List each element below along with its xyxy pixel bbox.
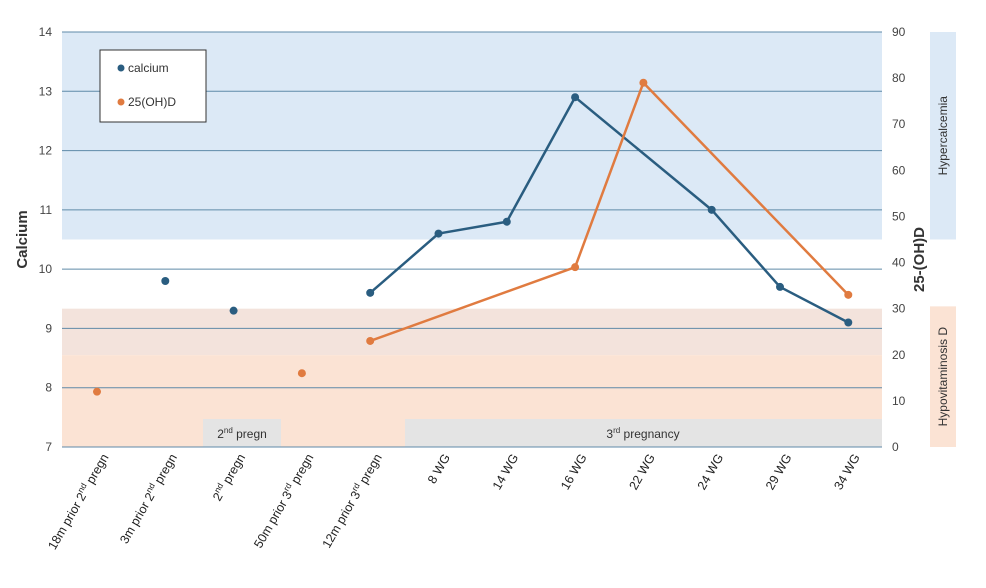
y-right-tick: 60 xyxy=(892,163,906,177)
y-right-tick: 90 xyxy=(892,25,906,39)
y-right-tick: 30 xyxy=(892,302,906,316)
legend xyxy=(99,49,207,123)
y-right-tick: 0 xyxy=(892,440,899,454)
series-point-0 xyxy=(844,318,853,327)
overlap-band xyxy=(62,308,882,356)
legend-marker xyxy=(117,64,125,72)
series-point-1 xyxy=(297,369,306,378)
y-left-tick: 8 xyxy=(45,381,52,395)
series-point-0 xyxy=(366,288,375,297)
x-tick-label: 12m prior 3rd pregn xyxy=(318,450,385,550)
series-point-0 xyxy=(776,282,784,291)
legend-entry: 25(OH)D xyxy=(128,95,176,109)
y-right-tick: 20 xyxy=(892,348,906,362)
x-tick-label: 50m prior 3rd pregn xyxy=(250,450,317,550)
period-label-2nd-pregn: 2nd pregn xyxy=(217,426,267,441)
period-3rd-pregnancy xyxy=(405,419,882,447)
x-tick-label: 34 WG xyxy=(831,452,863,493)
series-point-1 xyxy=(366,336,375,345)
hypercalcemia-side-band xyxy=(930,32,956,240)
x-tick-label: 18m prior 2nd pregn xyxy=(44,450,112,552)
x-tick-label: 24 WG xyxy=(695,452,727,493)
y-left-tick: 12 xyxy=(39,144,53,158)
x-tick-label: 29 WG xyxy=(763,452,795,493)
series-point-0 xyxy=(434,229,443,238)
x-tick-label: 14 WG xyxy=(490,452,522,493)
y-right-tick: 40 xyxy=(892,256,906,270)
y-left-tick: 9 xyxy=(45,321,52,335)
x-tick-label: 22 WG xyxy=(626,452,658,493)
legend-entry: calcium xyxy=(128,61,169,75)
series-point-1 xyxy=(93,387,101,396)
x-tick-label: 2nd pregn xyxy=(208,450,248,503)
y-right-tick: 50 xyxy=(892,209,906,223)
period-label-3rd-pregnancy: 3rd pregnancy xyxy=(606,426,679,441)
series-point-0 xyxy=(502,217,511,226)
y-left-tick: 7 xyxy=(45,440,52,454)
legend-marker xyxy=(117,98,125,106)
y-left-axis-title: Calcium xyxy=(14,210,31,268)
series-point-1 xyxy=(639,78,648,87)
y-right-axis-title: 25-(OH)D xyxy=(911,227,928,292)
x-tick-label: 16 WG xyxy=(558,452,590,493)
y-right-tick: 80 xyxy=(892,71,906,85)
x-tick-label: 3m prior 2nd pregn xyxy=(115,450,179,546)
y-right-tick: 10 xyxy=(892,394,906,408)
series-line-1 xyxy=(369,81,850,343)
y-left-tick: 10 xyxy=(39,262,53,276)
series-point-1 xyxy=(844,290,853,299)
hypovitaminosis-label: Hypovitaminosis D xyxy=(936,327,950,427)
y-right-tick: 70 xyxy=(892,117,906,131)
series-point-1 xyxy=(571,263,580,272)
y-left-tick: 13 xyxy=(39,84,53,98)
y-left-tick: 14 xyxy=(39,25,53,39)
series-point-0 xyxy=(707,205,716,214)
hypovitaminosis-side-band xyxy=(930,306,956,447)
series-point-0 xyxy=(161,277,170,285)
series-point-0 xyxy=(571,93,580,102)
hypercalcemia-label: Hypercalcemia xyxy=(936,96,950,176)
x-tick-label: 8 WG xyxy=(425,452,453,487)
series-point-0 xyxy=(229,306,238,315)
period-2nd-pregn xyxy=(203,419,281,447)
y-left-tick: 11 xyxy=(40,203,53,217)
